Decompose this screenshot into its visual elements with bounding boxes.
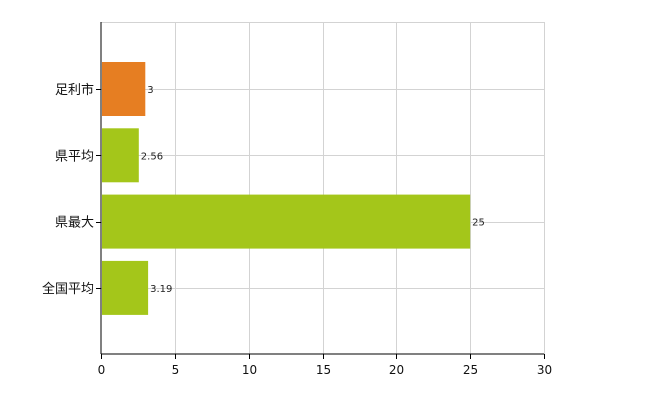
y-category-label: 足利市 [55,82,94,98]
data-label-3: 3.19 [150,284,172,295]
data-label-0: 3 [147,85,153,96]
x-tick-label: 20 [389,363,404,377]
bar-3 [102,260,149,315]
x-ticks: 0 5 10 15 20 25 30 [98,354,552,377]
y-category-label: 県最大 [55,216,94,231]
axes [100,22,544,355]
bar-0 [102,62,146,116]
x-tick-label: 15 [316,363,331,377]
data-label-2: 25 [472,218,485,229]
data-labels: 3 2.56 25 3.19 [141,85,485,295]
x-tick-label: 30 [537,363,552,377]
x-tick-label: 10 [242,363,257,377]
bars [102,62,471,315]
bar-2 [102,194,471,249]
x-tick-label: 25 [463,363,478,377]
bar-1 [102,128,139,183]
data-label-1: 2.56 [141,151,163,162]
x-tick-label: 5 [172,363,180,377]
y-category-label: 全国平均 [42,281,94,297]
y-category-label: 県平均 [55,149,94,164]
grid-lines [101,22,545,354]
x-tick-label: 0 [98,363,106,377]
